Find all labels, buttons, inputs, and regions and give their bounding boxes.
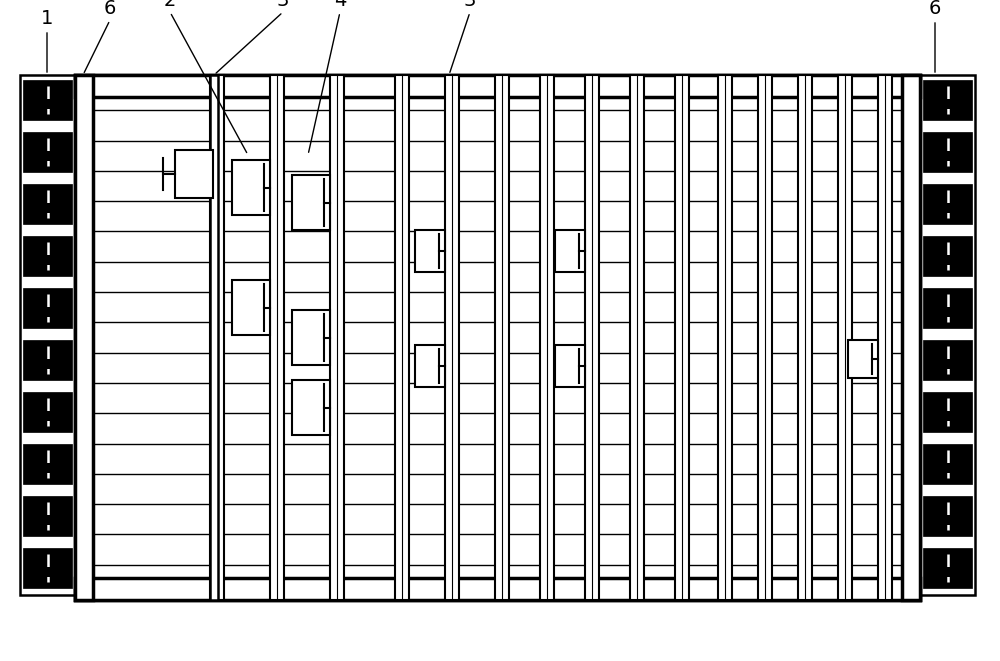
Bar <box>878 75 892 600</box>
Bar <box>838 75 852 600</box>
Bar <box>415 230 445 272</box>
Bar <box>675 75 689 600</box>
Bar <box>923 548 972 588</box>
Bar <box>210 75 218 600</box>
Text: 3: 3 <box>464 0 476 10</box>
Bar <box>718 75 732 600</box>
Bar <box>798 75 812 600</box>
Bar <box>555 345 585 387</box>
Text: 2: 2 <box>164 0 176 10</box>
Bar <box>75 75 920 97</box>
Text: 6: 6 <box>104 0 116 18</box>
Bar <box>923 288 972 328</box>
Bar <box>445 75 459 600</box>
Bar <box>23 80 72 120</box>
Bar <box>902 75 920 600</box>
Bar <box>923 392 972 432</box>
Text: 1: 1 <box>41 9 53 28</box>
Bar <box>920 75 975 595</box>
Bar <box>758 75 772 600</box>
Bar <box>23 444 72 484</box>
Bar <box>585 75 599 600</box>
Bar <box>923 340 972 380</box>
Bar <box>292 310 330 365</box>
Bar <box>23 288 72 328</box>
Bar <box>232 160 270 215</box>
Bar <box>848 340 878 378</box>
Bar <box>555 230 585 272</box>
Bar <box>270 75 284 600</box>
Bar <box>395 75 409 600</box>
Bar <box>75 578 920 600</box>
Bar <box>175 150 213 198</box>
Bar <box>630 75 644 600</box>
Bar <box>923 236 972 276</box>
Bar <box>923 444 972 484</box>
Bar <box>75 75 920 600</box>
Text: 3: 3 <box>277 0 289 10</box>
Bar <box>23 132 72 172</box>
Bar <box>415 345 445 387</box>
Bar <box>923 184 972 224</box>
Text: 4: 4 <box>334 0 346 10</box>
Bar <box>75 75 93 600</box>
Text: 6: 6 <box>929 0 941 18</box>
Bar <box>20 75 75 595</box>
Bar <box>923 496 972 536</box>
Bar <box>540 75 554 600</box>
Bar <box>23 340 72 380</box>
Bar <box>23 184 72 224</box>
Bar <box>923 80 972 120</box>
Bar <box>330 75 344 600</box>
Bar <box>210 75 224 600</box>
Bar <box>495 75 509 600</box>
Bar <box>292 175 330 230</box>
Bar <box>23 496 72 536</box>
Bar <box>923 132 972 172</box>
Bar <box>23 236 72 276</box>
Bar <box>23 548 72 588</box>
Bar <box>23 392 72 432</box>
Bar <box>292 380 330 435</box>
Bar <box>232 280 270 335</box>
